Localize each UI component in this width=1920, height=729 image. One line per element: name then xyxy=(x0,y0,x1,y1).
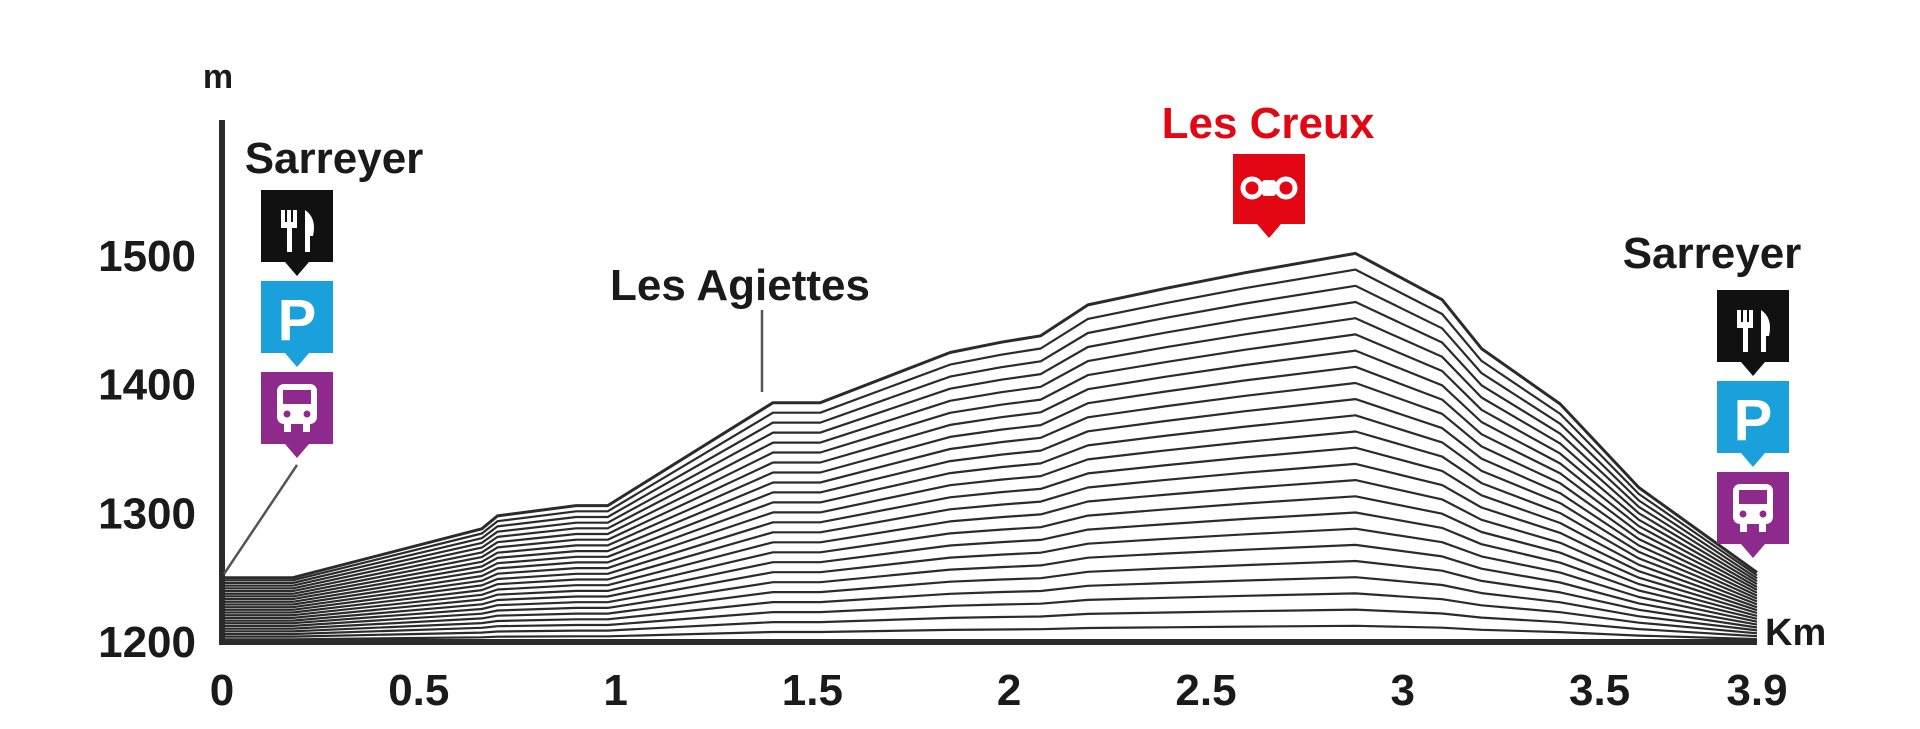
bus-icon-pointer xyxy=(1741,544,1765,558)
binocular-lens xyxy=(1274,176,1298,200)
profile-shade-line xyxy=(222,462,1758,614)
bus-wheel xyxy=(303,424,310,432)
annotation-label: Sarreyer xyxy=(245,134,424,183)
profile-shade-line xyxy=(222,268,1758,582)
x-tick-label: 1 xyxy=(603,666,627,715)
restaurant-icon xyxy=(261,190,333,276)
profile-shade-line xyxy=(222,527,1758,625)
profile-shade-line xyxy=(222,381,1758,601)
profile-shade-line xyxy=(222,430,1758,609)
parking-icon-background xyxy=(1717,381,1789,453)
profile-shade-line xyxy=(222,398,1758,603)
fork-neck xyxy=(281,222,297,228)
bus-wheel xyxy=(1740,524,1747,532)
fork-handle xyxy=(287,226,292,252)
elevation-profile-line xyxy=(222,251,1758,580)
profile-shade-line xyxy=(222,365,1758,598)
x-tick-label: 2 xyxy=(997,666,1021,715)
axes xyxy=(219,120,1757,645)
annotation-sarreyer: Sarreyer P xyxy=(1623,229,1802,558)
knife-blade xyxy=(1761,310,1770,352)
fork-tine xyxy=(1737,310,1741,324)
bus-window xyxy=(1739,490,1767,504)
waypoint-annotations: Sarreyer P Les Agiettes Les Creux Sarreyer P xyxy=(222,99,1802,575)
y-tick-label: 1400 xyxy=(98,361,196,410)
knife-blade xyxy=(305,210,314,252)
x-tick-label: 0.5 xyxy=(388,666,449,715)
fork-tine xyxy=(1743,310,1747,324)
restaurant-icon-pointer xyxy=(1741,362,1765,376)
x-axis-tick-labels: 0 0.5 1 1.5 2 2.5 3 3.5 3.9 xyxy=(210,666,1788,715)
annotation-label: Les Creux xyxy=(1162,99,1375,148)
elevation-profile-lines xyxy=(222,251,1758,641)
profile-shade-line xyxy=(222,317,1758,590)
y-axis-unit-label: m xyxy=(203,58,233,96)
fork-handle xyxy=(1743,326,1748,352)
parking-icon-pointer xyxy=(1741,453,1765,467)
parking-icon-pointer xyxy=(285,353,309,367)
x-tick-label: 1.5 xyxy=(782,666,843,715)
profile-shade-line xyxy=(222,414,1758,606)
x-tick-label: 3.5 xyxy=(1569,666,1630,715)
annotation-leader-line xyxy=(222,464,299,575)
profile-shade-line xyxy=(222,543,1758,628)
bus-icon xyxy=(261,372,333,458)
parking-icon-background xyxy=(261,281,333,353)
profile-shade-line xyxy=(222,284,1758,585)
bus-light xyxy=(1739,510,1747,518)
profile-shade-line xyxy=(222,495,1758,620)
binocular-bridge xyxy=(1262,180,1276,196)
parking-letter: P xyxy=(1734,388,1773,453)
annotation-sarreyer: Sarreyer P xyxy=(222,134,424,575)
fork-tine xyxy=(287,210,291,224)
bus-wheel xyxy=(284,424,291,432)
viewpoint-icon-pointer xyxy=(1257,224,1281,238)
profile-shade-line xyxy=(222,576,1758,633)
annotation-les-agiettes: Les Agiettes xyxy=(610,261,870,392)
bus-window xyxy=(283,390,311,404)
fork-neck xyxy=(1737,322,1753,328)
parking-icon: P xyxy=(261,281,333,367)
profile-shade-line xyxy=(222,624,1758,641)
bus-light xyxy=(303,410,311,418)
fork-tine xyxy=(293,210,297,224)
profile-shade-line xyxy=(222,300,1758,587)
viewpoint-icon xyxy=(1233,154,1305,238)
restaurant-icon xyxy=(1717,290,1789,376)
y-axis-tick-labels: 1200 1300 1400 1500 xyxy=(98,232,196,667)
x-axis-unit-label: Km xyxy=(1765,612,1826,654)
fork-tine xyxy=(1749,310,1753,324)
annotation-label: Les Agiettes xyxy=(610,261,870,310)
profile-shade-line xyxy=(222,446,1758,611)
profile-shade-line xyxy=(222,333,1758,593)
y-tick-label: 1300 xyxy=(98,489,196,538)
x-tick-label: 3.9 xyxy=(1726,666,1787,715)
y-tick-label: 1500 xyxy=(98,232,196,281)
parking-letter: P xyxy=(278,288,317,353)
binocular-lens xyxy=(1240,176,1264,200)
profile-shade-line xyxy=(222,511,1758,622)
x-tick-label: 2.5 xyxy=(1175,666,1236,715)
x-tick-label: 0 xyxy=(210,666,234,715)
bus-icon-pointer xyxy=(285,444,309,458)
annotation-les-creux: Les Creux xyxy=(1162,99,1375,238)
bus-icon xyxy=(1717,472,1789,558)
profile-shade-line xyxy=(222,592,1758,636)
restaurant-icon-pointer xyxy=(285,262,309,276)
parking-icon: P xyxy=(1717,381,1789,467)
bus-light xyxy=(283,410,291,418)
bus-light xyxy=(1759,510,1767,518)
y-tick-label: 1200 xyxy=(98,618,196,667)
bus-wheel xyxy=(1759,524,1766,532)
x-tick-label: 3 xyxy=(1391,666,1415,715)
profile-shade-line xyxy=(222,349,1758,595)
profile-shade-line xyxy=(222,479,1758,617)
profile-shade-line xyxy=(222,559,1758,630)
annotation-label: Sarreyer xyxy=(1623,229,1802,278)
fork-tine xyxy=(281,210,285,224)
profile-shade-line xyxy=(222,608,1758,638)
